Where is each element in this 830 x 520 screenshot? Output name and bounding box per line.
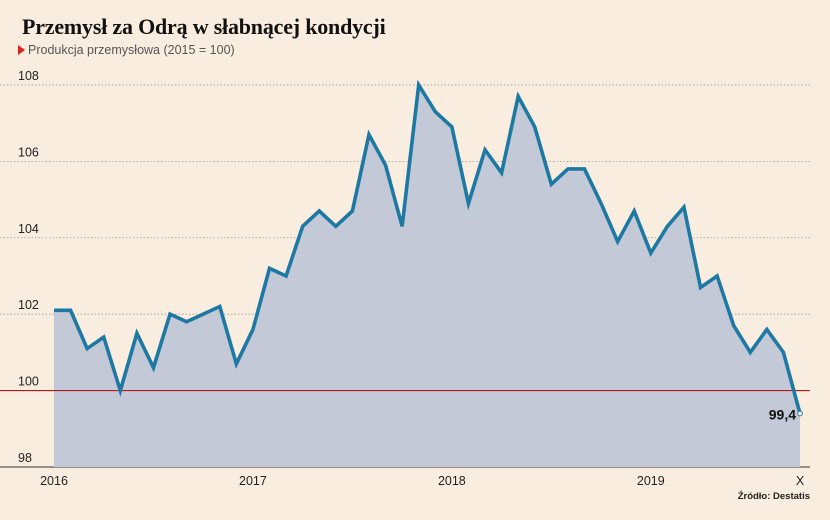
y-tick-label-104: 104 — [18, 222, 39, 236]
series-line-production — [54, 79, 802, 414]
x-tick-label-2016: 2016 — [40, 474, 68, 488]
y-tick-label-98: 98 — [18, 451, 32, 465]
x-tick-label-2017: 2017 — [239, 474, 267, 488]
y-tick-label-100: 100 — [18, 375, 39, 389]
area-fill — [54, 84, 800, 467]
chart-subtitle: Produkcja przemysłowa (2015 = 100) — [18, 43, 235, 57]
red-triangle-icon — [18, 45, 25, 55]
x-tick-label-2019: 2019 — [637, 474, 665, 488]
subtitle-text: Produkcja przemysłowa (2015 = 100) — [28, 43, 235, 57]
x-tick-label-2018: 2018 — [438, 474, 466, 488]
end-value-label: 99,4 — [769, 407, 796, 423]
y-tick-label-106: 106 — [18, 145, 39, 159]
y-tick-label-102: 102 — [18, 298, 39, 312]
chart-title: Przemysł za Odrą w słabnącej kondycji — [22, 14, 386, 39]
y-tick-label-108: 108 — [18, 69, 39, 83]
x-tick-label-X: X — [796, 474, 805, 488]
source-note: Źródło: Destatis — [737, 491, 810, 502]
end-point-marker — [797, 410, 803, 417]
